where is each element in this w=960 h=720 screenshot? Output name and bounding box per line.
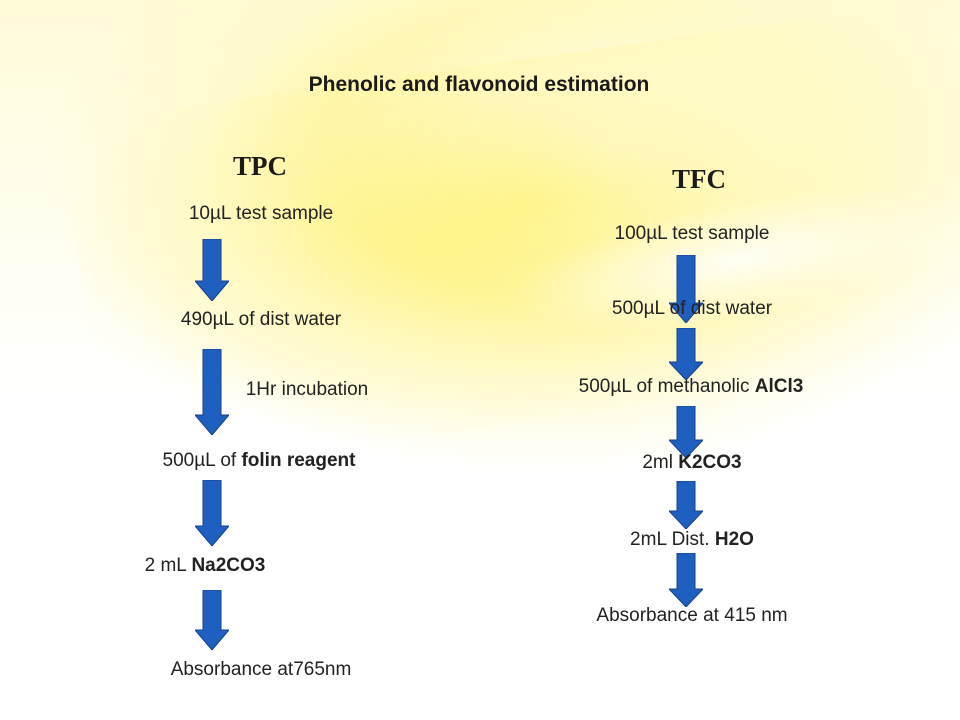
tfc-arrow-down-icon — [669, 481, 703, 529]
tfc-arrow-down-icon — [669, 255, 703, 323]
tpc-incubation-note: 1Hr incubation — [245, 379, 369, 400]
tpc-step-folin-reagent: 500µL of folin reagent — [162, 450, 356, 471]
tfc-step-test-sample: 100µL test sample — [614, 223, 770, 244]
tfc-arrow-down-icon — [669, 406, 703, 458]
tpc-step-dist-water: 490µL of dist water — [180, 309, 342, 330]
tpc-arrow-down-icon — [195, 239, 229, 301]
tfc-step-dist-water: 500µL of dist water — [611, 298, 773, 319]
tfc-arrow-down-icon — [669, 328, 703, 380]
tpc-step-absorbance: Absorbance at765nm — [170, 659, 352, 680]
tpc-arrow-down-icon — [195, 480, 229, 546]
tpc-heading: TPC — [233, 151, 287, 181]
tfc-arrow-down-icon — [669, 553, 703, 607]
tfc-step-k2co3: 2ml K2CO3 — [642, 452, 742, 473]
tfc-step-absorbance: Absorbance at 415 nm — [596, 605, 788, 626]
tpc-step-test-sample: 10µL test sample — [188, 203, 334, 224]
tfc-step-h2o: 2mL Dist. H2O — [630, 529, 754, 550]
background-streak — [493, 159, 960, 361]
tfc-heading: TFC — [672, 164, 726, 194]
tpc-arrow-down-icon — [195, 349, 229, 435]
slide-title: Phenolic and flavonoid estimation — [308, 73, 650, 96]
tpc-step-na2co3: 2 mL Na2CO3 — [144, 555, 266, 576]
tpc-arrow-down-icon — [195, 590, 229, 650]
tfc-step-alcl3: 500µL of methanolic AlCl3 — [578, 376, 804, 397]
